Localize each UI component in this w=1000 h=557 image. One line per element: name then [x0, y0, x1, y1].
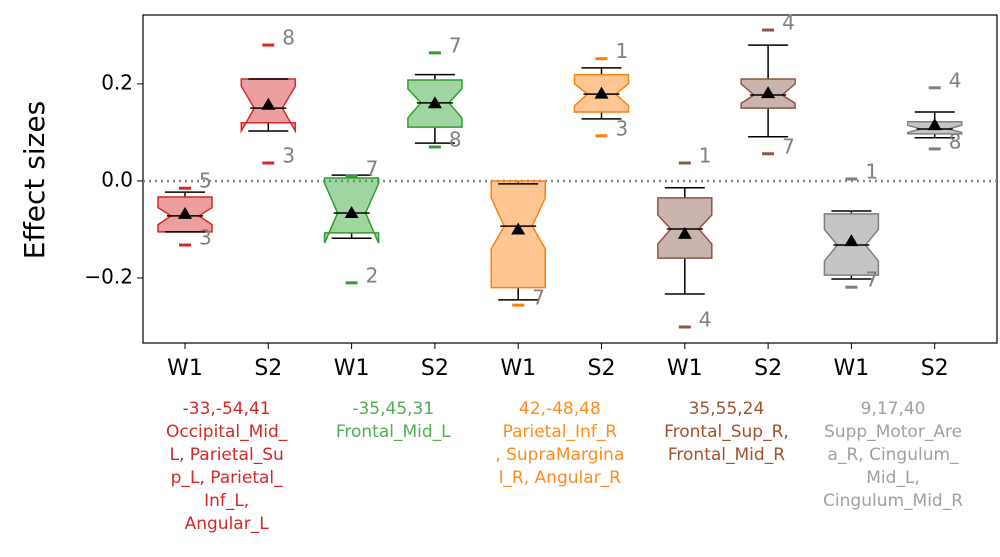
x-tick-label: S2 [588, 356, 616, 381]
outlier-label: 8 [449, 127, 462, 151]
region-label: Cingulum_Mid_R [823, 491, 963, 511]
outlier-label: 4 [949, 68, 962, 92]
mean-marker [761, 86, 776, 99]
outlier-label: 7 [865, 268, 878, 292]
x-tick-label: S2 [421, 356, 449, 381]
region-label: l_R, Angular_R [499, 468, 621, 488]
outlier-label: 5 [199, 169, 212, 193]
mean-marker [844, 234, 859, 247]
mean-marker [511, 222, 526, 235]
outlier-label: 4 [699, 307, 712, 331]
outlier-label: 7 [449, 33, 462, 57]
outlier-label: 1 [865, 160, 878, 184]
mean-marker [427, 96, 442, 109]
mean-marker [344, 205, 359, 218]
outlier-label: 3 [199, 225, 212, 249]
outlier-label: 8 [282, 26, 295, 50]
outlier-label: 7 [366, 157, 379, 181]
region-label: Supp_Motor_Are [824, 422, 962, 442]
outlier-label: 7 [782, 134, 795, 158]
x-tick-label: S2 [921, 356, 949, 381]
y-tick-label: −0.2 [84, 264, 133, 288]
region-label: -33,-54,41 [183, 399, 271, 419]
region-label: L, Parietal_Su [170, 445, 284, 465]
x-tick-label: W1 [667, 356, 703, 381]
outlier-label: 2 [366, 263, 379, 287]
region-label: Occipital_Mid_ [166, 422, 288, 442]
outlier-label: 1 [699, 143, 712, 167]
region-label: a_R, Cingulum_ [828, 445, 960, 465]
mean-marker [927, 118, 942, 131]
outlier-label: 3 [616, 116, 629, 140]
outlier-label: 3 [282, 143, 295, 167]
outlier-label: 8 [949, 129, 962, 153]
x-tick-label: W1 [834, 356, 870, 381]
region-label: Inf_L, [204, 491, 249, 511]
region-label: Frontal_Sup_R, [664, 422, 789, 442]
region-label: 35,55,24 [689, 399, 765, 419]
region-label: Angular_L [185, 514, 270, 534]
mean-marker [677, 226, 692, 239]
region-label: Mid_L, [866, 468, 920, 488]
outlier-label: 4 [782, 11, 795, 35]
x-tick-label: W1 [500, 356, 536, 381]
plot-frame [142, 14, 998, 344]
outlier-label: 1 [616, 39, 629, 63]
mean-marker [261, 97, 276, 110]
x-tick-label: S2 [754, 356, 782, 381]
region-label: p_L, Parietal_ [171, 468, 283, 488]
x-tick-label: S2 [254, 356, 282, 381]
region-label: 42,-48,48 [519, 399, 601, 419]
outlier-label: 7 [532, 286, 545, 310]
y-axis-label: Effect sizes [18, 101, 51, 259]
region-label: Parietal_Inf_R [503, 422, 618, 442]
region-label: Frontal_Mid_L [336, 422, 451, 442]
mean-marker [594, 86, 609, 99]
region-label: 9,17,40 [861, 399, 926, 419]
mean-marker [178, 206, 192, 219]
y-tick-label: 0.2 [101, 70, 133, 94]
region-label: , SupraMargina [495, 445, 624, 465]
region-label: Frontal_Mid_R [668, 445, 785, 465]
x-tick-label: W1 [167, 356, 203, 381]
y-tick-label: 0.0 [101, 167, 133, 191]
x-tick-label: W1 [334, 356, 370, 381]
region-label: -35,45,31 [352, 399, 434, 419]
